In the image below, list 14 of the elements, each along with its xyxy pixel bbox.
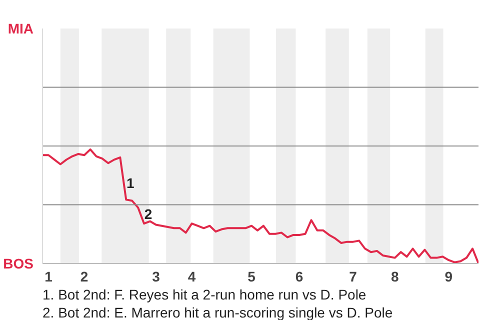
x-tick-label: 6 [295, 268, 304, 284]
text: 1. Bot 2nd: F. Reyes hit a 2-run home run vs D. Pole [42, 286, 366, 302]
x-tick-label: 4 [188, 268, 196, 284]
x-tick-label: 7 [349, 268, 358, 284]
x-tick-label: 2 [80, 268, 88, 284]
x-tick-label: 3 [152, 268, 160, 284]
annotation: 1 [126, 175, 134, 192]
x-tick-label: 8 [390, 268, 399, 284]
text: MIA [8, 20, 34, 36]
text: BOS [3, 256, 34, 272]
annotation: 2 [144, 206, 152, 222]
x-tick-label: 9 [444, 268, 453, 284]
x-tick-label: 1 [44, 268, 53, 284]
x-tick-label: 5 [248, 268, 256, 284]
